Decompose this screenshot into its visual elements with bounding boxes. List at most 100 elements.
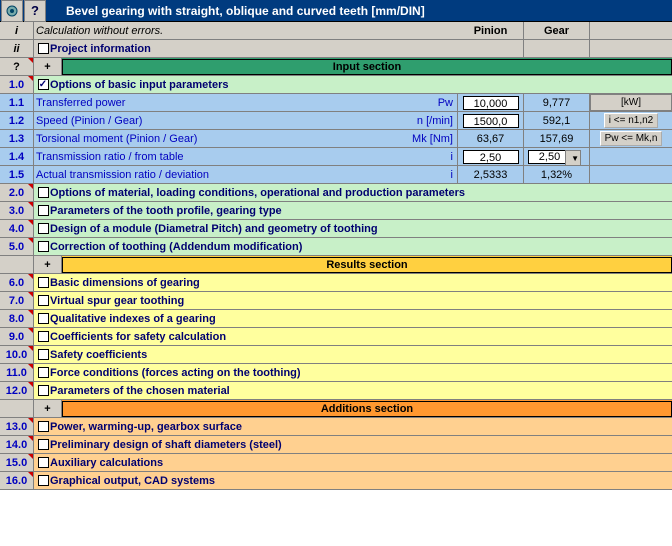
row-label: Graphical output, CAD systems bbox=[50, 475, 215, 487]
row-1-0: 1.0 Options of basic input parameters bbox=[0, 76, 672, 94]
row-10-0: 10.0 Safety coefficients bbox=[0, 346, 672, 364]
row-num: 3.0 bbox=[0, 202, 34, 219]
row-12-0: 12.0 Parameters of the chosen material bbox=[0, 382, 672, 400]
row-label: Transferred power bbox=[34, 94, 398, 111]
sec10-checkbox[interactable] bbox=[38, 349, 49, 360]
section-title: Additions section bbox=[62, 401, 672, 417]
sec13-checkbox[interactable] bbox=[38, 421, 49, 432]
spacer bbox=[0, 256, 34, 273]
row-num: 13.0 bbox=[0, 418, 34, 435]
speed-input[interactable]: 1500,0 bbox=[463, 114, 519, 128]
constraint-button-mk[interactable]: Pw <= Mk,n bbox=[600, 131, 663, 146]
power-input[interactable]: 10,000 bbox=[463, 96, 519, 110]
row-num: 12.0 bbox=[0, 382, 34, 399]
row-id: ii bbox=[0, 40, 34, 57]
row-label: Speed (Pinion / Gear) bbox=[34, 112, 398, 129]
unit: Pw bbox=[398, 94, 458, 111]
row-id: i bbox=[0, 22, 34, 39]
header-row-i: i Calculation without errors. Pinion Gea… bbox=[0, 22, 672, 40]
col-header-pinion: Pinion bbox=[458, 22, 524, 39]
help-button[interactable]: ? bbox=[0, 58, 34, 75]
row-num: 2.0 bbox=[0, 184, 34, 201]
title-bar: ? Bevel gearing with straight, oblique a… bbox=[0, 0, 672, 22]
row-label: Correction of toothing (Addendum modific… bbox=[50, 241, 302, 253]
sec7-checkbox[interactable] bbox=[38, 295, 49, 306]
row-num: 14.0 bbox=[0, 436, 34, 453]
sec11-checkbox[interactable] bbox=[38, 367, 49, 378]
project-info-label: Project information bbox=[50, 43, 151, 55]
sec14-checkbox[interactable] bbox=[38, 439, 49, 450]
row-num: 11.0 bbox=[0, 364, 34, 381]
options-basic-checkbox[interactable] bbox=[38, 79, 49, 90]
sec15-checkbox[interactable] bbox=[38, 457, 49, 468]
sec2-checkbox[interactable] bbox=[38, 187, 49, 198]
row-label: Torsional moment (Pinion / Gear) bbox=[34, 130, 398, 147]
row-5-0: 5.0 Correction of toothing (Addendum mod… bbox=[0, 238, 672, 256]
gear-value: 157,69 bbox=[524, 130, 590, 147]
row-label: Auxiliary calculations bbox=[50, 457, 163, 469]
row-num: 1.3 bbox=[0, 130, 34, 147]
row-1-4: 1.4 Transmission ratio / from table i 2,… bbox=[0, 148, 672, 166]
row-num: 16.0 bbox=[0, 472, 34, 489]
input-section-header: ? + Input section bbox=[0, 58, 672, 76]
sec4-checkbox[interactable] bbox=[38, 223, 49, 234]
row-label: Options of basic input parameters bbox=[50, 79, 228, 91]
row-label: Virtual spur gear toothing bbox=[50, 295, 184, 307]
row-1-1: 1.1 Transferred power Pw 10,000 9,777 [k… bbox=[0, 94, 672, 112]
row-label: Transmission ratio / from table bbox=[34, 148, 398, 165]
row-num: 5.0 bbox=[0, 238, 34, 255]
row-label: Options of material, loading conditions,… bbox=[50, 187, 465, 199]
project-info-checkbox[interactable] bbox=[38, 43, 49, 54]
sec8-checkbox[interactable] bbox=[38, 313, 49, 324]
constraint-button-n[interactable]: i <= n1,n2 bbox=[604, 113, 658, 128]
sec3-checkbox[interactable] bbox=[38, 205, 49, 216]
sec5-checkbox[interactable] bbox=[38, 241, 49, 252]
row-num: 4.0 bbox=[0, 220, 34, 237]
expand-button[interactable]: + bbox=[34, 256, 62, 273]
additions-section-header: + Additions section bbox=[0, 400, 672, 418]
row-9-0: 9.0 Coefficients for safety calculation bbox=[0, 328, 672, 346]
row-num: 1.0 bbox=[0, 76, 34, 93]
header-row-ii: ii Project information bbox=[0, 40, 672, 58]
row-11-0: 11.0 Force conditions (forces acting on … bbox=[0, 364, 672, 382]
row-13-0: 13.0 Power, warming-up, gearbox surface bbox=[0, 418, 672, 436]
app-icon[interactable] bbox=[1, 0, 23, 22]
row-1-3: 1.3 Torsional moment (Pinion / Gear) Mk … bbox=[0, 130, 672, 148]
pinion-value: 10,000 bbox=[458, 94, 524, 111]
row-1-5: 1.5 Actual transmission ratio / deviatio… bbox=[0, 166, 672, 184]
help-icon[interactable]: ? bbox=[24, 0, 46, 22]
row-num: 9.0 bbox=[0, 328, 34, 345]
gear-value: 592,1 bbox=[524, 112, 590, 129]
gear-value: 2,50 bbox=[524, 148, 590, 165]
row-label: Design of a module (Diametral Pitch) and… bbox=[50, 223, 378, 235]
section-title: Input section bbox=[62, 59, 672, 75]
row-16-0: 16.0 Graphical output, CAD systems bbox=[0, 472, 672, 490]
row-14-0: 14.0 Preliminary design of shaft diamete… bbox=[0, 436, 672, 454]
unit-ext: [kW] bbox=[590, 94, 672, 111]
row-num: 1.4 bbox=[0, 148, 34, 165]
row-num: 8.0 bbox=[0, 310, 34, 327]
gear-value: 9,777 bbox=[524, 94, 590, 111]
ratio-dropdown[interactable]: 2,50 bbox=[528, 150, 568, 164]
sec9-checkbox[interactable] bbox=[38, 331, 49, 342]
row-num: 15.0 bbox=[0, 454, 34, 471]
row-label: Safety coefficients bbox=[50, 349, 147, 361]
sec16-checkbox[interactable] bbox=[38, 475, 49, 486]
results-section-header: + Results section bbox=[0, 256, 672, 274]
row-label: Power, warming-up, gearbox surface bbox=[50, 421, 242, 433]
row-8-0: 8.0 Qualitative indexes of a gearing bbox=[0, 310, 672, 328]
expand-button[interactable]: + bbox=[34, 58, 62, 75]
ext-spacer bbox=[590, 22, 672, 39]
unit: Mk [Nm] bbox=[398, 130, 458, 147]
expand-button[interactable]: + bbox=[34, 400, 62, 417]
sec6-checkbox[interactable] bbox=[38, 277, 49, 288]
sec12-checkbox[interactable] bbox=[38, 385, 49, 396]
ratio-input[interactable]: 2,50 bbox=[463, 150, 519, 164]
unit: i bbox=[398, 148, 458, 165]
pinion-value: 2,5333 bbox=[458, 166, 524, 183]
row-label: Parameters of the tooth profile, gearing… bbox=[50, 205, 282, 217]
row-label: Actual transmission ratio / deviation bbox=[34, 166, 398, 183]
row-label: Force conditions (forces acting on the t… bbox=[50, 367, 301, 379]
spacer bbox=[0, 400, 34, 417]
section-title: Results section bbox=[62, 257, 672, 273]
